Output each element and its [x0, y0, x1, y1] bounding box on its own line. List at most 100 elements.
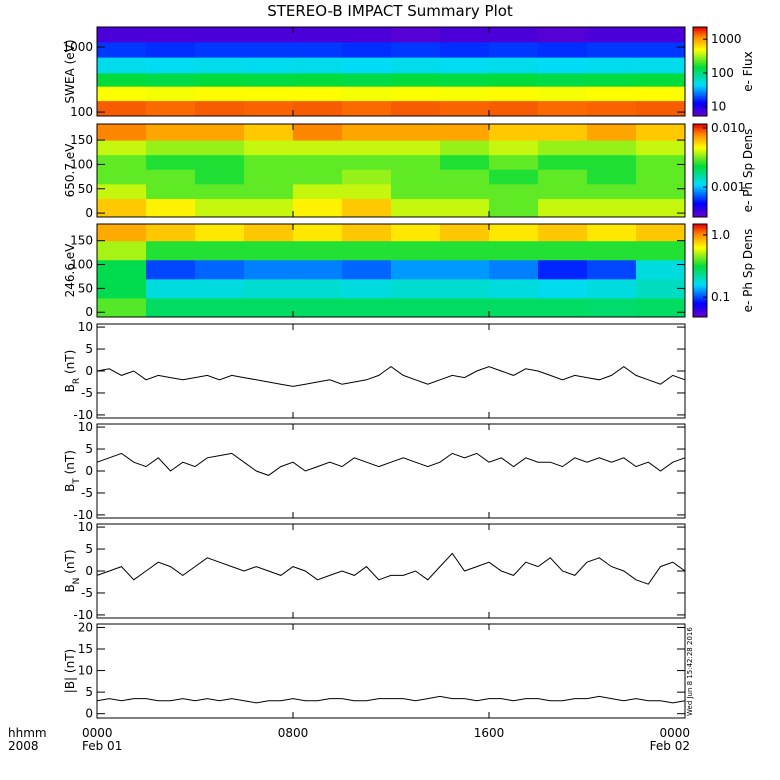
colorbar-step [693, 69, 707, 72]
colorbar-step [693, 104, 707, 108]
colorbar-step [693, 276, 707, 279]
heat-cell [293, 41, 343, 58]
colorbar-step [693, 151, 707, 154]
colorbar-frame [692, 123, 708, 218]
colorbar-step [693, 286, 707, 289]
heat-cell [146, 72, 196, 87]
heat-cell [293, 140, 343, 156]
heat-cell [587, 183, 637, 199]
heat-cell [293, 100, 343, 117]
colorbar-step [693, 39, 707, 43]
heat-cell [587, 198, 637, 218]
heat-cell [293, 224, 343, 242]
colorbar-step [693, 186, 707, 189]
colorbar-step [693, 170, 707, 173]
heat-cell [636, 240, 686, 261]
colorbar-step [693, 133, 707, 137]
heat-cell [489, 124, 539, 141]
colorbar-step [693, 88, 707, 91]
heat-cell [342, 72, 392, 87]
heat-cell [391, 140, 441, 156]
heat-cell [244, 259, 294, 280]
colorbar-step [693, 45, 707, 48]
plot-title: STEREO-B IMPACT Summary Plot [267, 2, 513, 20]
heat-cell [489, 154, 539, 170]
heat-cell [440, 124, 490, 141]
heat-cell [440, 297, 490, 318]
y-axis-label-part: B [63, 584, 77, 592]
y-axis-label-part: B [63, 484, 77, 492]
colorbar-step [693, 82, 707, 85]
y-tick-label: 1000 [62, 40, 93, 54]
colorbar-step [693, 284, 707, 287]
colorbar-step [693, 182, 707, 185]
heat-cell [587, 57, 637, 74]
heat-cell [342, 278, 392, 299]
heat-cell [146, 198, 196, 218]
colorbar-step [693, 176, 707, 179]
colorbar-step [693, 245, 707, 248]
heat-cell [342, 57, 392, 74]
colorbar-tick-label: 100 [711, 66, 734, 80]
colorbar-step [693, 54, 707, 58]
heat-cell [440, 198, 490, 218]
heat-cell [293, 154, 343, 170]
x-tick-label: 0000 [82, 726, 113, 740]
y-tick-label: 10 [78, 520, 93, 534]
colorbar-step [693, 112, 707, 115]
y-tick-label: 100 [70, 157, 93, 171]
heat-cell [538, 259, 588, 280]
colorbar-step [693, 99, 707, 102]
y-tick-label: 50 [78, 182, 93, 196]
colorbar-step [693, 191, 707, 195]
heat-cell [195, 154, 245, 170]
colorbar-tick-label: 1000 [711, 32, 742, 46]
colorbar-step [693, 129, 707, 133]
heat-cell [489, 100, 539, 117]
heat-cell [97, 27, 147, 43]
heat-cell [391, 297, 441, 318]
heat-cell [146, 154, 196, 170]
y-tick-label: 50 [78, 281, 93, 295]
colorbar-step [693, 62, 707, 65]
y-tick-label: 20 [78, 620, 93, 634]
heat-cell [293, 278, 343, 299]
y-tick-label: -5 [81, 386, 93, 400]
colorbar-step [693, 189, 707, 193]
heat-cell [538, 140, 588, 156]
heat-cell [293, 57, 343, 74]
heat-cell [489, 27, 539, 43]
colorbar-step [693, 124, 707, 127]
y-axis-label-part: T [72, 478, 82, 485]
colorbar-step [693, 255, 707, 258]
y-axis-label: SWEA (eV) [63, 39, 77, 103]
heat-cell [195, 140, 245, 156]
heat-cell [97, 278, 147, 299]
y-axis-label-part: R [72, 378, 82, 384]
heat-cell [587, 140, 637, 156]
heat-cell [195, 100, 245, 117]
colorbar-tick-label: 10 [711, 100, 726, 114]
colorbar-step [693, 38, 707, 41]
colorbar-step [693, 47, 707, 50]
heat-cell [391, 240, 441, 261]
heat-cell [293, 198, 343, 218]
colorbar-step [693, 297, 707, 301]
colorbar-step [693, 215, 707, 218]
heat-cell [244, 140, 294, 156]
heat-cell [538, 72, 588, 87]
colorbar-step [693, 225, 707, 229]
heat-cell [538, 100, 588, 117]
heat-cell [244, 278, 294, 299]
heat-cell [97, 140, 147, 156]
heat-cell [97, 72, 147, 87]
heat-cell [391, 198, 441, 218]
heat-cell [195, 278, 245, 299]
colorbar-step [693, 153, 707, 156]
heat-cell [97, 259, 147, 280]
colorbar-label: e- Ph Sp Dens [741, 129, 755, 213]
colorbar-tick-label: 1.0 [711, 228, 730, 242]
heat-cell [244, 57, 294, 74]
colorbar-step [693, 199, 707, 202]
colorbar-step [693, 172, 707, 175]
